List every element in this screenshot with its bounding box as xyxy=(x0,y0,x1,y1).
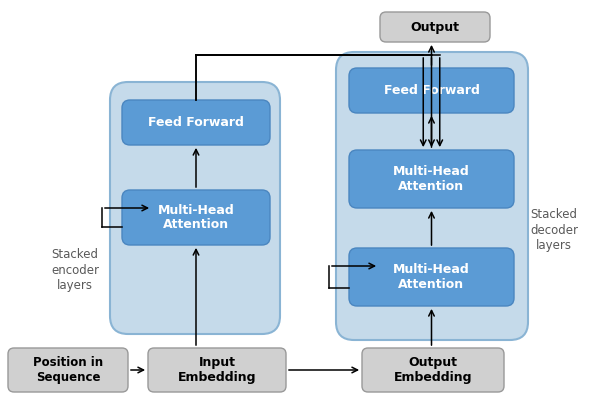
Text: Multi-Head
Attention: Multi-Head Attention xyxy=(393,263,470,291)
FancyBboxPatch shape xyxy=(8,348,128,392)
FancyBboxPatch shape xyxy=(336,52,528,340)
FancyBboxPatch shape xyxy=(349,150,514,208)
FancyBboxPatch shape xyxy=(349,248,514,306)
Text: Multi-Head
Attention: Multi-Head Attention xyxy=(158,204,234,231)
FancyBboxPatch shape xyxy=(110,82,280,334)
Text: Stacked
decoder
layers: Stacked decoder layers xyxy=(530,208,578,252)
Text: Multi-Head
Attention: Multi-Head Attention xyxy=(393,165,470,193)
Text: Stacked
encoder
layers: Stacked encoder layers xyxy=(51,248,99,292)
FancyBboxPatch shape xyxy=(349,68,514,113)
Text: Input
Embedding: Input Embedding xyxy=(178,356,256,384)
FancyBboxPatch shape xyxy=(148,348,286,392)
Text: Feed Forward: Feed Forward xyxy=(148,116,244,129)
Text: Output: Output xyxy=(411,21,459,34)
Text: Feed Forward: Feed Forward xyxy=(383,84,479,97)
Text: Output
Embedding: Output Embedding xyxy=(394,356,472,384)
FancyBboxPatch shape xyxy=(122,190,270,245)
FancyBboxPatch shape xyxy=(380,12,490,42)
FancyBboxPatch shape xyxy=(362,348,504,392)
Text: Position in
Sequence: Position in Sequence xyxy=(33,356,103,384)
FancyBboxPatch shape xyxy=(122,100,270,145)
